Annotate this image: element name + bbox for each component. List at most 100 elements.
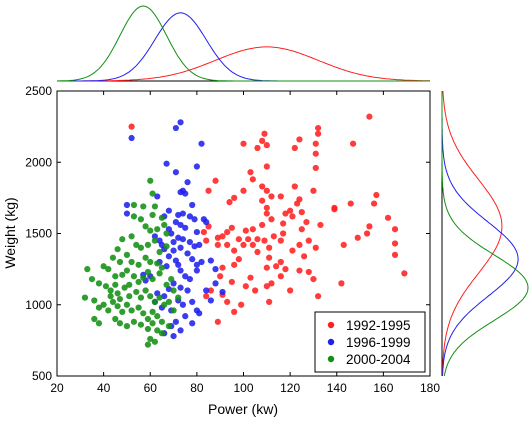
- point-1996-1999: [177, 244, 184, 251]
- point-1992-1995: [203, 237, 210, 244]
- point-1996-1999: [151, 233, 159, 240]
- point-2000-2004: [114, 246, 121, 253]
- point-1996-1999: [191, 243, 198, 250]
- point-1996-1999: [186, 238, 193, 246]
- point-1996-1999: [172, 318, 179, 325]
- point-1996-1999: [154, 193, 161, 200]
- point-1992-1995: [238, 301, 245, 308]
- point-2000-2004: [119, 308, 126, 315]
- point-2000-2004: [119, 236, 126, 243]
- point-2000-2004: [112, 273, 119, 280]
- point-1996-1999: [207, 297, 214, 304]
- point-1992-1995: [291, 183, 298, 190]
- point-2000-2004: [147, 177, 154, 184]
- point-2000-2004: [123, 267, 131, 274]
- point-2000-2004: [168, 276, 175, 283]
- point-1996-1999: [196, 310, 203, 317]
- x-tick-label: 160: [373, 381, 393, 395]
- point-1992-1995: [249, 241, 256, 248]
- point-1992-1995: [312, 150, 319, 157]
- point-2000-2004: [140, 203, 147, 210]
- point-2000-2004: [100, 301, 107, 308]
- x-axis-ticks: 20 40 60 80 100 120 140 160 180: [50, 91, 440, 395]
- point-1992-1995: [212, 177, 219, 184]
- point-1992-1995: [294, 200, 301, 207]
- point-2000-2004: [128, 258, 135, 266]
- point-1992-1995: [217, 273, 224, 280]
- point-2000-2004: [151, 203, 159, 210]
- point-2000-2004: [151, 237, 159, 244]
- point-1992-1995: [277, 273, 284, 280]
- point-2000-2004: [142, 254, 149, 261]
- point-2000-2004: [156, 294, 163, 301]
- point-1992-1995: [317, 221, 324, 229]
- point-1996-1999: [179, 301, 186, 308]
- point-2000-2004: [95, 320, 103, 327]
- point-1996-1999: [177, 284, 184, 291]
- point-1992-1995: [259, 221, 266, 229]
- point-1992-1995: [277, 258, 284, 266]
- point-1996-1999: [175, 234, 182, 241]
- y-tick-label: 500: [32, 369, 52, 383]
- x-tick-label: 20: [50, 381, 64, 395]
- point-2000-2004: [135, 261, 142, 268]
- point-1992-1995: [291, 144, 298, 152]
- x-tick-label: 180: [420, 381, 440, 395]
- point-2000-2004: [147, 258, 154, 266]
- point-1992-1995: [254, 248, 261, 256]
- point-2000-2004: [158, 214, 166, 221]
- point-2000-2004: [137, 216, 145, 223]
- point-1992-1995: [214, 234, 221, 241]
- point-1996-1999: [163, 160, 170, 167]
- top-density-1992-1995: [57, 46, 430, 82]
- point-1992-1995: [235, 256, 242, 263]
- point-1996-1999: [184, 250, 191, 257]
- point-1992-1995: [298, 226, 305, 233]
- point-2000-2004: [144, 315, 152, 323]
- point-2000-2004: [170, 307, 177, 314]
- y-tick-label: 1500: [25, 227, 52, 241]
- right-marginal-panel: [441, 91, 529, 377]
- x-tick-label: 120: [280, 381, 300, 395]
- legend-label-1992-1995: 1992-1995: [346, 318, 411, 333]
- point-1992-1995: [259, 183, 266, 190]
- point-1992-1995: [289, 247, 296, 254]
- x-tick-label: 80: [190, 381, 204, 395]
- point-2000-2004: [114, 290, 121, 297]
- point-2000-2004: [126, 281, 133, 288]
- point-2000-2004: [121, 284, 128, 291]
- point-1992-1995: [289, 213, 296, 220]
- y-tick-label: 2000: [25, 155, 52, 169]
- point-1992-1995: [282, 266, 289, 273]
- point-2000-2004: [107, 293, 114, 300]
- point-1992-1995: [363, 230, 371, 237]
- point-2000-2004: [137, 294, 145, 301]
- point-1992-1995: [252, 287, 259, 294]
- point-1996-1999: [175, 261, 182, 268]
- point-1992-1995: [280, 220, 287, 227]
- point-1996-1999: [175, 211, 182, 219]
- point-1992-1995: [349, 140, 357, 147]
- point-1992-1995: [282, 210, 289, 217]
- point-1992-1995: [228, 224, 235, 231]
- point-1996-1999: [203, 287, 210, 294]
- point-2000-2004: [158, 318, 166, 325]
- point-1996-1999: [123, 201, 131, 209]
- point-2000-2004: [142, 223, 149, 230]
- point-1992-1995: [240, 187, 247, 194]
- point-1992-1995: [231, 194, 238, 201]
- point-2000-2004: [133, 241, 140, 248]
- point-1996-1999: [172, 219, 179, 226]
- point-1992-1995: [219, 264, 226, 271]
- point-1992-1995: [240, 241, 247, 248]
- point-2000-2004: [102, 283, 110, 290]
- point-1996-1999: [182, 224, 189, 231]
- point-2000-2004: [135, 278, 142, 286]
- point-2000-2004: [156, 270, 163, 277]
- point-1992-1995: [312, 244, 319, 251]
- point-2000-2004: [144, 241, 152, 248]
- point-2000-2004: [123, 301, 131, 308]
- point-1992-1995: [249, 226, 256, 233]
- point-1996-1999: [189, 298, 196, 305]
- point-2000-2004: [91, 315, 98, 323]
